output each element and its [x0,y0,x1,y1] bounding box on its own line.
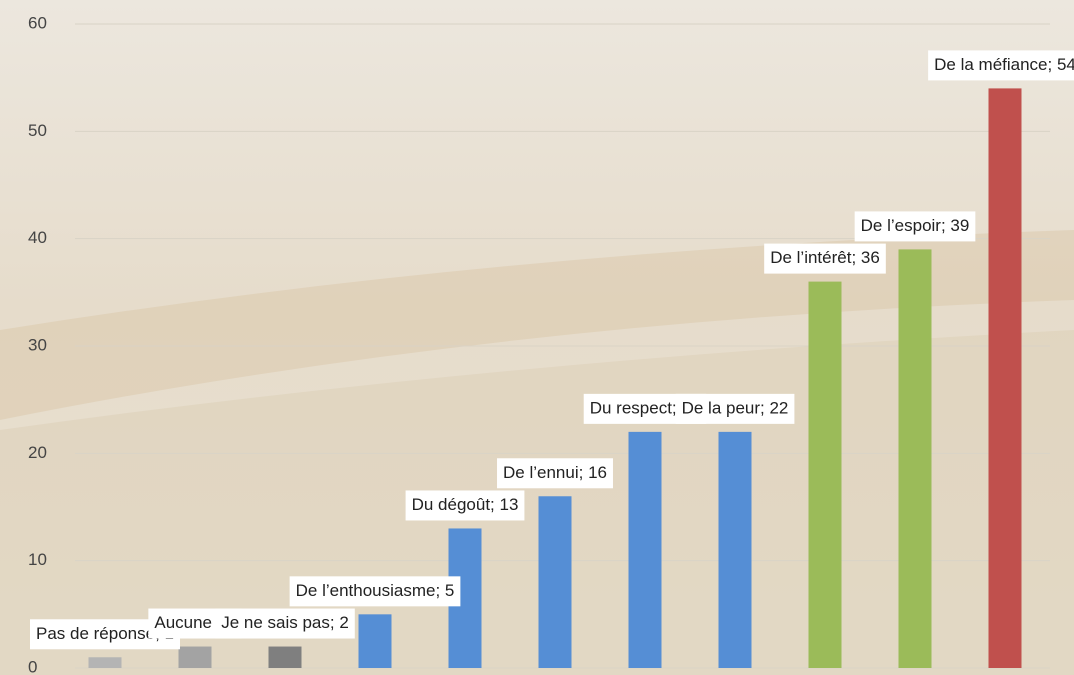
bar [269,647,302,668]
y-tick-label: 40 [28,228,47,247]
data-label-group: De l’intérêt; 36 [764,244,886,274]
bar [719,432,752,668]
bar [359,614,392,668]
data-label-group: De l’espoir; 39 [855,211,976,241]
y-tick-label: 10 [28,550,47,569]
y-tick-label: 20 [28,443,47,462]
data-label-group: De la méfiance; 54 [928,50,1074,80]
data-label: De la méfiance; 54 [934,55,1074,74]
bar [809,282,842,668]
data-label: Je ne sais pas; 2 [221,613,349,632]
data-label-group: Je ne sais pas; 2 [215,609,355,639]
data-label-group: De l’enthousiasme; 5 [290,576,461,606]
y-tick-label: 50 [28,121,47,140]
bar [539,496,572,668]
data-label: Du dégoût; 13 [412,495,519,514]
bar [179,647,212,668]
data-label: De l’ennui; 16 [503,463,607,482]
data-label-group: De l’ennui; 16 [497,458,613,488]
bar [89,657,122,668]
bar [899,249,932,668]
data-label: De la peur; 22 [682,398,789,417]
y-tick-label: 0 [28,657,37,675]
y-tick-label: 30 [28,335,47,354]
data-label: De l’enthousiasme; 5 [296,581,455,600]
data-label-group: Du dégoût; 13 [406,490,525,520]
bar [629,432,662,668]
bar [989,88,1022,668]
chart: 0102030405060Pas de réponse; 1Aucune ; 2… [0,0,1074,675]
data-label: De l’intérêt; 36 [770,248,880,267]
y-tick-label: 60 [28,13,47,32]
data-label-group: De la peur; 22 [676,394,795,424]
data-label: De l’espoir; 39 [861,216,970,235]
